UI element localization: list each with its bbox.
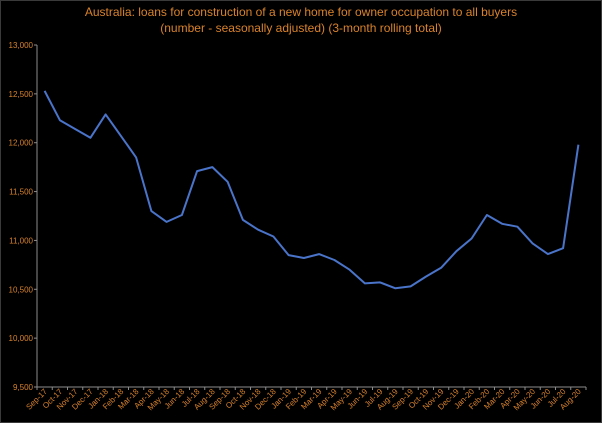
x-axis: Sep-17Oct-17Nov-17Dec-17Jan-18Feb-18Mar-… — [24, 386, 587, 412]
y-axis: 9,500 10,000 10,500 11,000 11,500 12,000 12,50… — [9, 41, 38, 392]
data-point — [410, 285, 412, 287]
y-tick-label: 11,500 — [9, 188, 33, 197]
data-point — [547, 253, 549, 255]
data-point — [318, 253, 320, 255]
data-point — [532, 242, 534, 244]
data-point — [303, 257, 305, 259]
data-point — [349, 269, 351, 271]
chart-title-line-1: Australia: loans for construction of a n… — [84, 5, 518, 19]
chart-title: Australia: loans for construction of a n… — [0, 4, 602, 36]
data-point — [105, 113, 107, 115]
data-point — [196, 170, 198, 172]
data-point — [44, 90, 46, 92]
y-tick-label: 11,000 — [9, 236, 33, 245]
data-point — [455, 250, 457, 252]
data-point — [211, 166, 213, 168]
data-point — [257, 229, 259, 231]
data-point — [74, 128, 76, 130]
y-tick-label: 12,000 — [9, 139, 34, 148]
y-tick-label: 9,500 — [13, 383, 34, 392]
data-point — [486, 214, 488, 216]
data-point — [364, 282, 366, 284]
data-point — [89, 137, 91, 139]
data-point — [333, 259, 335, 261]
data-point — [181, 214, 183, 216]
data-point — [577, 144, 579, 146]
data-point — [440, 267, 442, 269]
data-point — [379, 281, 381, 283]
data-point — [471, 237, 473, 239]
data-point — [272, 236, 274, 238]
data-point — [501, 223, 503, 225]
y-tick-label: 10,500 — [9, 285, 34, 294]
data-point — [150, 210, 152, 212]
data-point — [562, 247, 564, 249]
series-group — [43, 90, 580, 290]
y-tick-label: 10,000 — [9, 334, 34, 343]
data-point — [166, 221, 168, 223]
data-point — [516, 226, 518, 228]
y-tick-label: 12,500 — [9, 90, 34, 99]
chart-title-line-2: (number - seasonally adjusted) (3-month … — [160, 21, 442, 35]
data-point — [242, 219, 244, 221]
data-point — [425, 276, 427, 278]
y-tick-label: 13,000 — [9, 41, 34, 50]
data-point — [59, 119, 61, 121]
data-point — [135, 156, 137, 158]
data-point — [227, 181, 229, 183]
data-point — [288, 254, 290, 256]
data-point — [394, 287, 396, 289]
series-line — [43, 90, 580, 290]
data-point — [120, 135, 122, 137]
